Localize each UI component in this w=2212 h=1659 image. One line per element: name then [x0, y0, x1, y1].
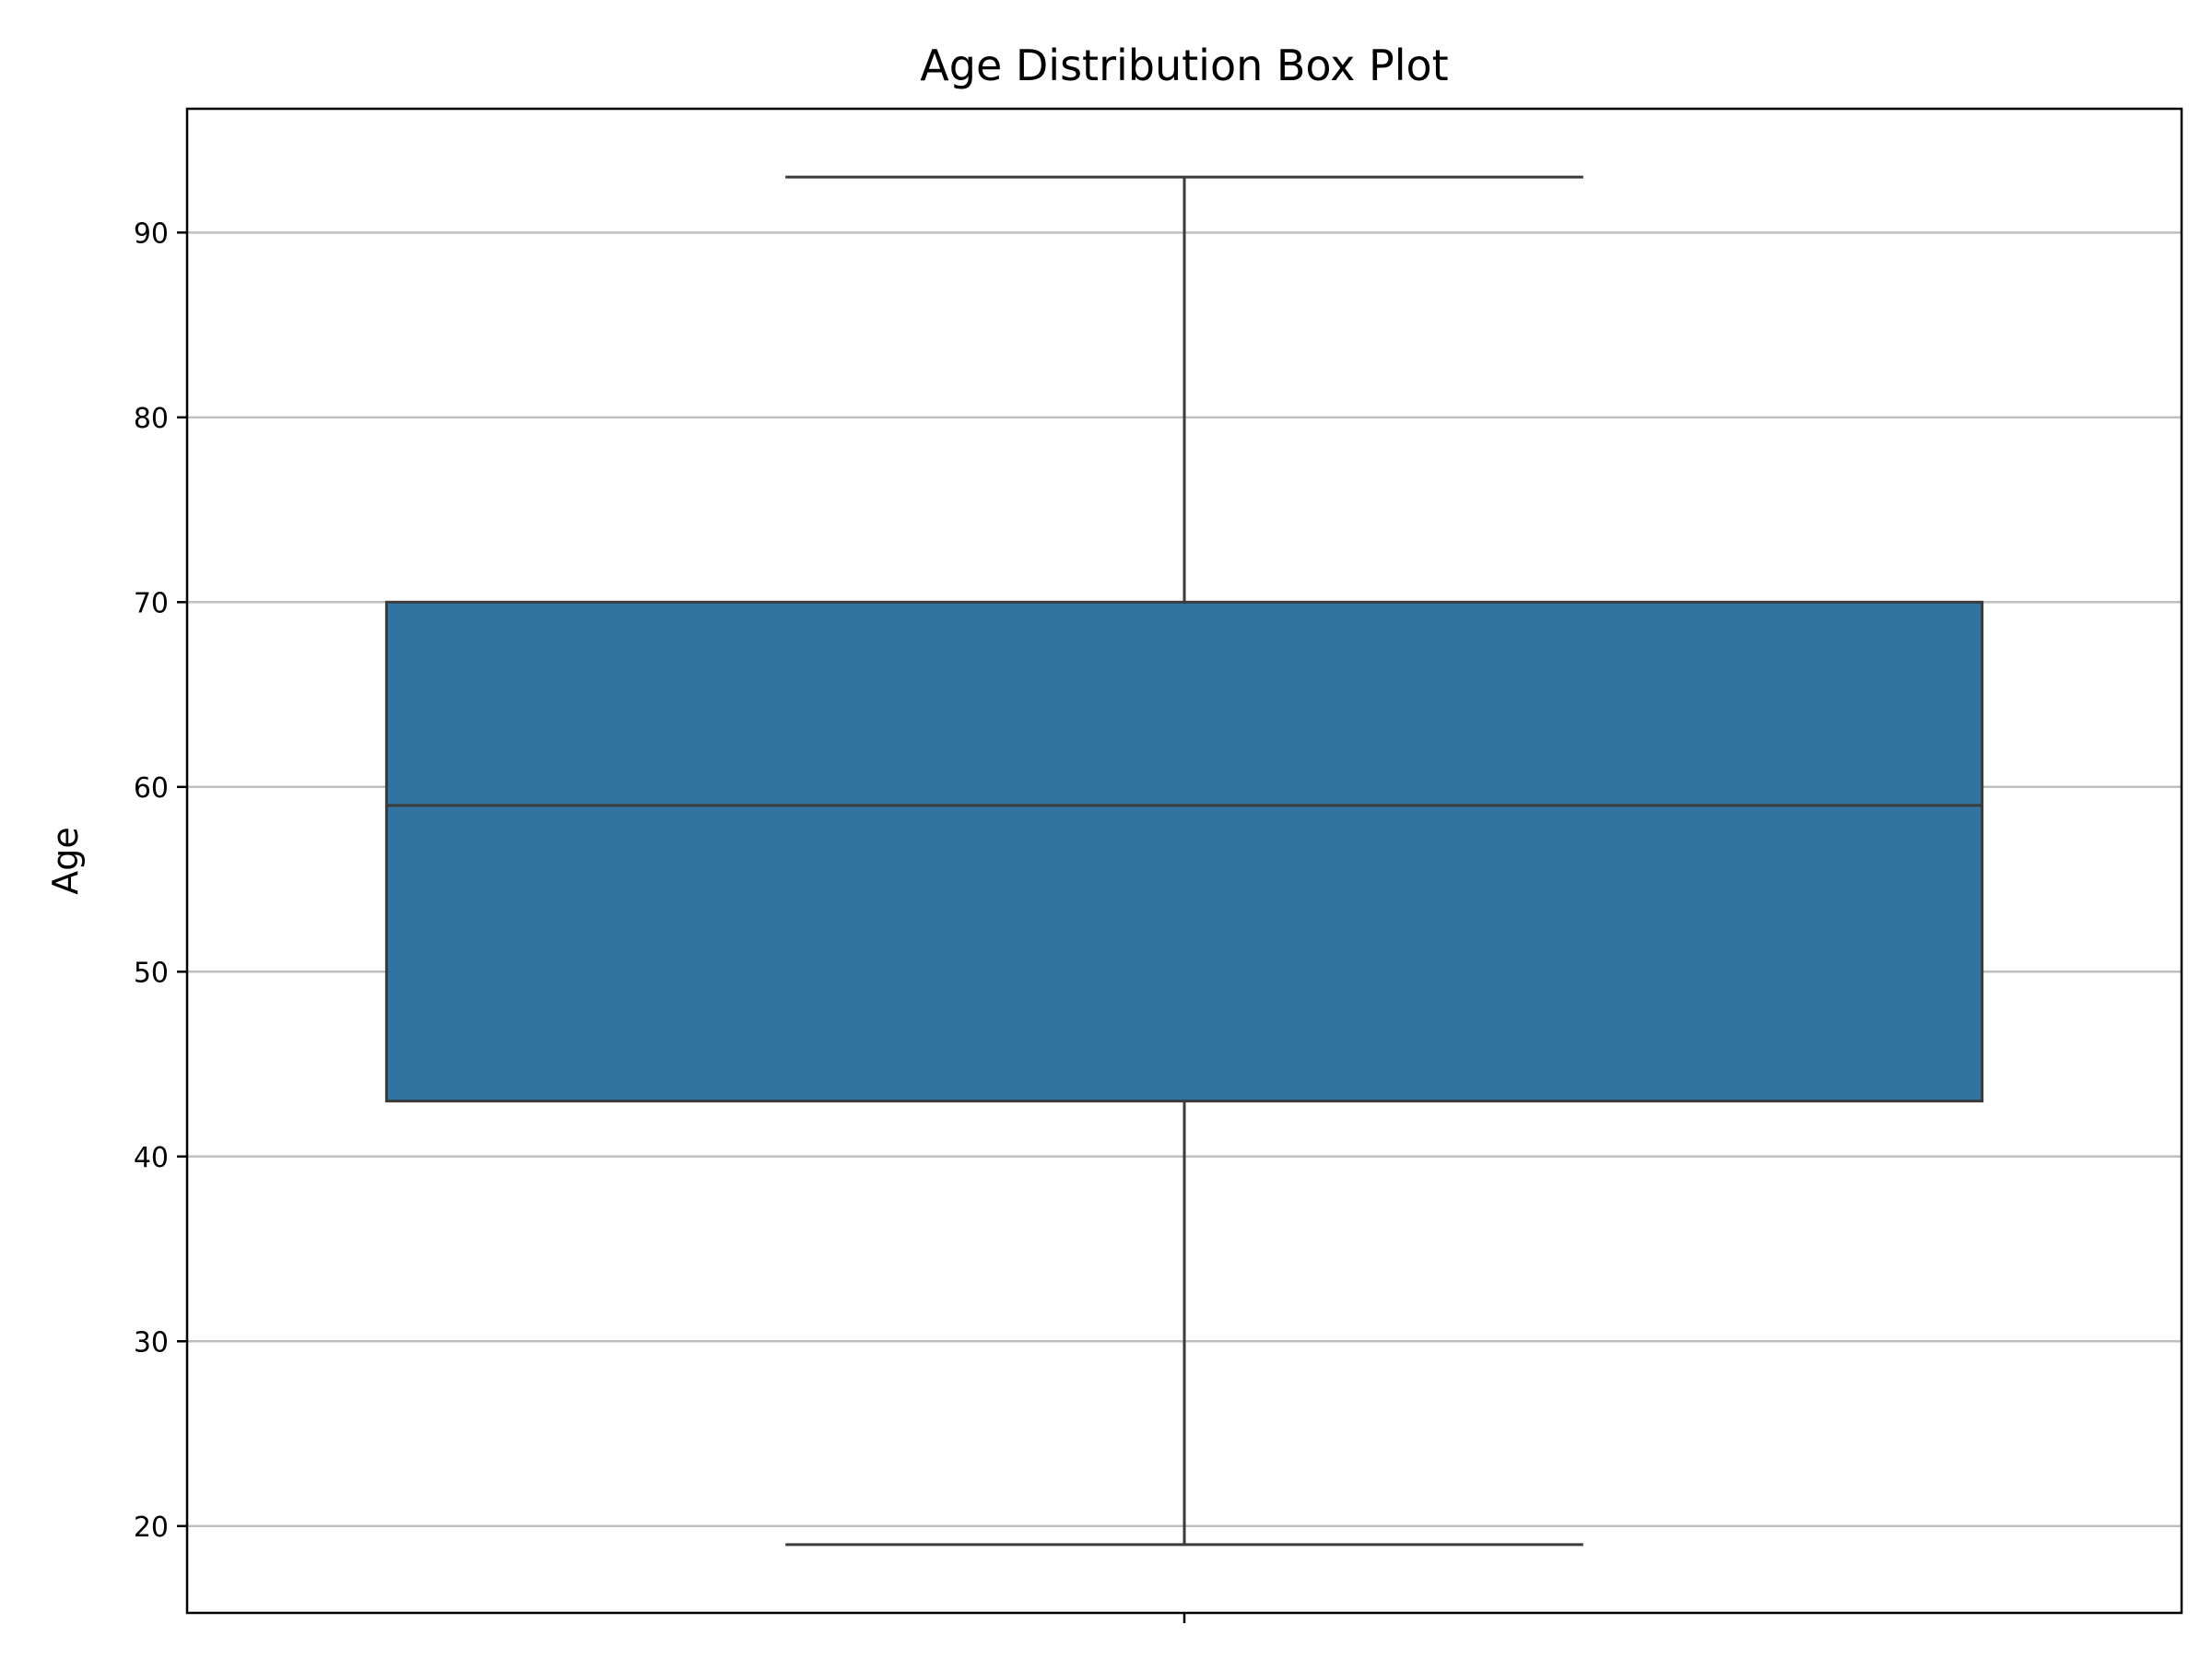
y-tick-label: 20 — [134, 1512, 169, 1544]
y-axis-ticks: 20 30 40 50 60 70 80 90 — [134, 218, 187, 1544]
chart-title: Age Distribution Box Plot — [920, 41, 1448, 90]
y-axis-label: Age — [45, 827, 86, 895]
iqr-box — [384, 600, 1984, 1103]
y-tick-label: 40 — [134, 1142, 169, 1174]
y-tick-label: 30 — [134, 1326, 169, 1359]
y-tick-label: 50 — [134, 957, 169, 989]
y-tick-label: 80 — [134, 403, 169, 435]
box-0 — [384, 175, 1984, 1547]
y-tick-label: 60 — [134, 772, 169, 805]
y-tick-label: 70 — [134, 587, 169, 619]
y-tick-label: 90 — [134, 218, 169, 250]
box-plot-group — [384, 175, 1984, 1547]
